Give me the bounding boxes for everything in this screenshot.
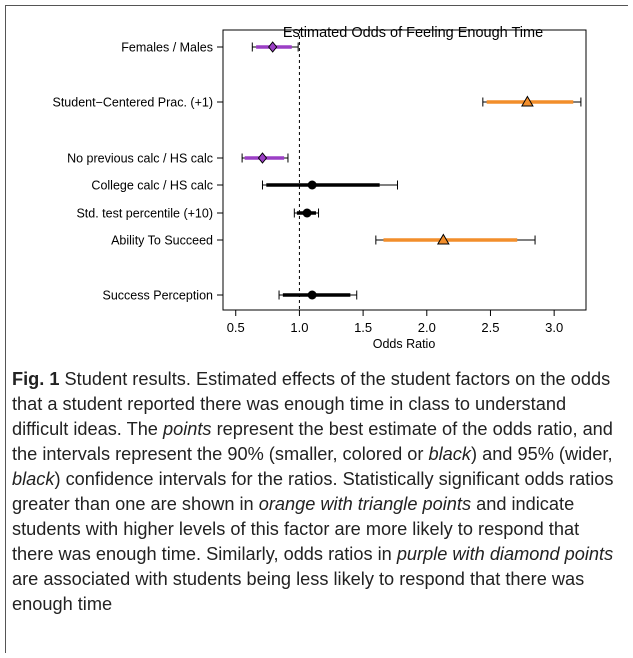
- x-tick-label: 1.5: [354, 320, 372, 335]
- caption-text: Student results. Estimated effects of th…: [12, 369, 614, 614]
- caption-fragment: ) and 95% (wider,: [470, 444, 613, 464]
- caption-emphasis: orange with triangle points: [258, 494, 472, 514]
- row-label: Std. test percentile (+10): [76, 207, 213, 221]
- x-tick-label: 2.5: [481, 320, 499, 335]
- row-label: Ability To Succeed: [111, 234, 213, 248]
- caption-emphasis: points: [162, 419, 212, 439]
- figure-caption: Fig. 1 Student results. Estimated effect…: [12, 367, 618, 617]
- caption-fragment: ) confidence intervals for the ratios. S…: [12, 469, 614, 514]
- estimate-point: [302, 208, 312, 218]
- caption-emphasis: black: [428, 444, 471, 464]
- estimate-point: [307, 290, 317, 300]
- row-label: Success Perception: [103, 289, 214, 303]
- x-tick-label: 1.0: [290, 320, 308, 335]
- estimate-point: [307, 180, 317, 190]
- caption-emphasis: black: [12, 469, 55, 489]
- x-tick-label: 0.5: [227, 320, 245, 335]
- estimate-diamond: [268, 41, 278, 53]
- plot-area: [222, 29, 587, 311]
- estimate-triangle: [521, 95, 534, 107]
- x-tick-label: 2.0: [418, 320, 436, 335]
- estimate-diamond: [257, 152, 268, 164]
- caption-fragment: and indicate students with higher levels…: [12, 494, 580, 564]
- x-tick-label: 3.0: [545, 320, 563, 335]
- x-axis-label: Odds Ratio: [373, 337, 436, 351]
- row-label: No previous calc / HS calc: [67, 152, 213, 166]
- caption-fragment: are associated with students being less …: [12, 569, 585, 614]
- row-label: Student−Centered Prac. (+1): [52, 96, 213, 110]
- caption-emphasis: purple with diamond points: [396, 544, 614, 564]
- estimate-triangle: [436, 233, 450, 245]
- row-label: Females / Males: [121, 41, 213, 55]
- forest-plot: Estimated Odds of Feeling Enough Time 0.…: [52, 25, 587, 351]
- row-label: College calc / HS calc: [91, 179, 213, 193]
- chart-title: Estimated Odds of Feeling Enough Time: [283, 25, 543, 41]
- caption-fragment: Student results. Estimated effects of th…: [12, 369, 611, 439]
- figure-frame: [5, 5, 628, 653]
- caption-fragment: represent the best estimate of the odds …: [12, 419, 613, 464]
- figure-label: Fig. 1: [12, 369, 60, 389]
